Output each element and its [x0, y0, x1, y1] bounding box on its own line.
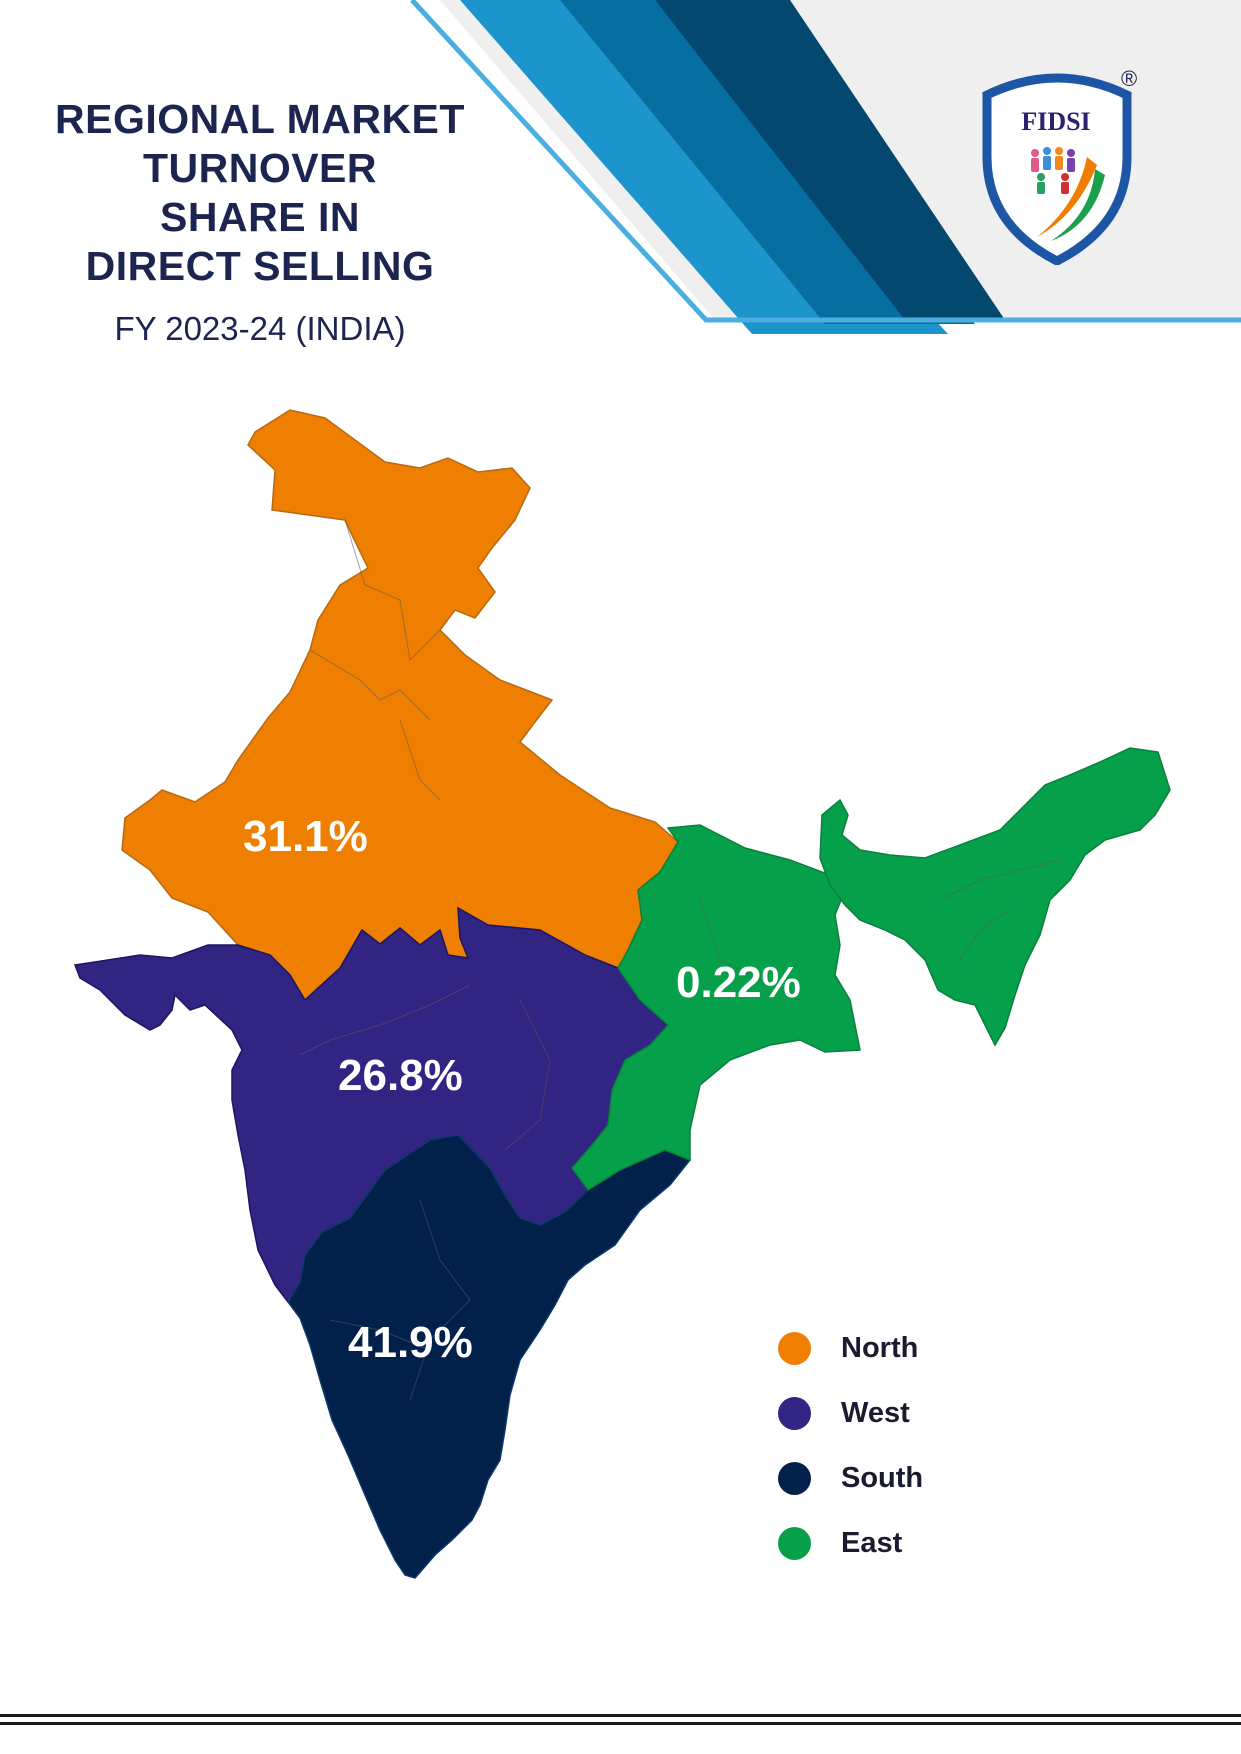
- header-stripe-dark: [655, 0, 1005, 320]
- legend-dot-east: [778, 1527, 811, 1560]
- title-block: REGIONAL MARKET TURNOVER SHARE IN DIRECT…: [40, 95, 480, 349]
- header-stripe-line: [410, 0, 1241, 323]
- map-region-east: [571, 824, 861, 1192]
- region-share-label-south: 41.9%: [348, 1318, 473, 1367]
- logo-swoosh-orange: [1037, 157, 1097, 237]
- page-subtitle: FY 2023-24 (INDIA): [114, 310, 406, 347]
- legend-dot-south: [778, 1462, 811, 1495]
- map-legend: North West South East: [778, 1316, 923, 1576]
- logo-registered-mark: ®: [1121, 66, 1138, 91]
- footer-divider-top: [0, 1714, 1241, 1717]
- legend-item-east: East: [778, 1511, 923, 1576]
- map-region-north: [121, 409, 679, 1002]
- page-title-line-4: DIRECT SELLING: [85, 243, 435, 289]
- region-share-label-north: 31.1%: [243, 812, 368, 861]
- map-region-south: [287, 1134, 692, 1579]
- legend-dot-west: [778, 1397, 811, 1430]
- legend-label-south: South: [841, 1462, 924, 1494]
- legend-label-west: West: [841, 1397, 910, 1429]
- footer-divider-bottom: [0, 1722, 1241, 1725]
- page-title-line-2: TURNOVER: [142, 145, 378, 191]
- page-title-line-1: REGIONAL MARKET: [55, 96, 465, 142]
- region-share-label-east: 0.22%: [676, 958, 801, 1007]
- legend-item-south: South: [778, 1446, 923, 1511]
- state-borders: [299, 519, 1061, 1401]
- logo-text: FIDSI: [1021, 107, 1090, 136]
- logo-swoosh-green: [1051, 169, 1105, 241]
- logo-people-icon: [1031, 147, 1075, 194]
- legend-label-north: North: [841, 1332, 919, 1364]
- legend-label-east: East: [841, 1527, 903, 1559]
- legend-dot-north: [778, 1332, 811, 1365]
- page-title-line-3: SHARE IN: [160, 194, 360, 240]
- legend-item-north: North: [778, 1316, 923, 1381]
- region-share-label-west: 26.8%: [338, 1051, 463, 1100]
- fidsi-logo: FIDSI: [982, 73, 1132, 265]
- legend-item-west: West: [778, 1381, 923, 1446]
- map-region-east-northeast: [819, 747, 1171, 1047]
